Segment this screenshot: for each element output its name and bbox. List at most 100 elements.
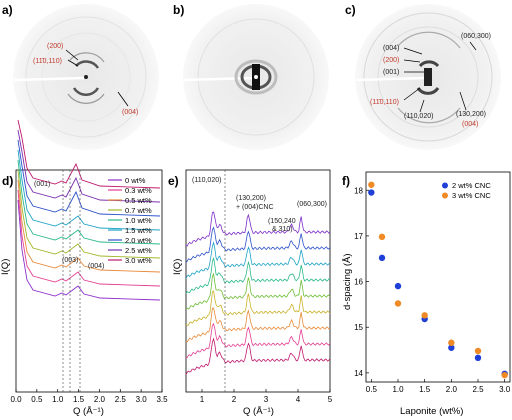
xtick-label-d: 3.0 (136, 395, 148, 404)
data-point (448, 339, 455, 346)
legend-label-d: 0 wt% (125, 176, 146, 185)
curve-e (185, 272, 331, 310)
label-130-200-c: (130,200) (456, 111, 486, 118)
legend-label-d: 0.5 wt% (125, 196, 152, 205)
legend-label-d: 0.7 wt% (125, 206, 152, 215)
ylabel-e: I(Q) (172, 259, 183, 275)
panel-a: a) (200) (11̄0,110) (004) (2, 3, 159, 150)
xlabel-d: Q (Å⁻¹) (73, 406, 104, 417)
panel-c-label: c) (345, 3, 356, 17)
panel-e-label: e) (168, 174, 179, 188)
label-110-020-c: (110,020) (404, 113, 433, 120)
curves-d (17, 119, 161, 301)
curve-e (185, 322, 331, 359)
points-f (368, 181, 508, 379)
xtick-label-f: 0.5 (366, 385, 378, 394)
data-point (368, 189, 375, 196)
xtick-label-f: 1.0 (392, 385, 404, 394)
plot-frame-d (15, 169, 163, 393)
curves-e (185, 211, 331, 375)
curve-e (185, 211, 331, 247)
panel-c: c) (004) (200) (001) (11̄0,110) (060,300… (345, 3, 501, 150)
xtick-label-f: 1.5 (419, 385, 431, 394)
data-point (448, 344, 455, 351)
data-point (474, 354, 482, 362)
xtick-label-d: 2.5 (115, 395, 127, 404)
xtick-label-d: 1.0 (52, 395, 64, 404)
plot-frame-f (365, 171, 511, 383)
panel-b: b) (173, 3, 329, 150)
ytick-label-f: 18 (354, 186, 363, 195)
label-004-c: (004) (383, 45, 399, 52)
panel-a-label: a) (2, 3, 13, 17)
xlabel-e: Q (Å⁻¹) (243, 406, 274, 417)
ann-060-e: (060,300) (297, 201, 327, 208)
ann-130-200-e: (130,200) (236, 195, 266, 202)
legend-label-f: 3 wt% CNC (452, 191, 491, 200)
legend-label-d: 0.3 wt% (125, 186, 152, 195)
ann-004-d: (004) (88, 263, 104, 270)
legend-label-d: 1.0 wt% (125, 216, 152, 225)
legend-marker-f (442, 192, 448, 199)
ytick-label-f: 14 (354, 369, 363, 378)
ticks-f: 0.5 1.0 1.5 2.0 2.5 3.0 14 15 16 17 18 (354, 186, 511, 394)
ytick-label-f: 15 (354, 323, 363, 332)
curve-d (17, 199, 161, 301)
curve-d (17, 169, 161, 259)
curve-d (17, 179, 161, 273)
curve-d (17, 129, 161, 203)
ylabel-f: d-spacing (Å) (342, 254, 353, 311)
xlabel-f: Laponite (wt%) (400, 406, 463, 417)
curve-d (17, 119, 161, 189)
xtick-label-e: 3 (264, 395, 269, 404)
ann-004cnc-e: + (004)CNC (236, 204, 274, 211)
legend-label-f: 2 wt% CNC (452, 181, 491, 190)
ann-310-e: & 310) (272, 226, 293, 233)
xticks-d: 0.0 0.5 1.0 1.5 2.0 2.5 3.0 3.5 (10, 389, 168, 404)
label-004-a: (004) (122, 109, 138, 116)
curve-d (17, 159, 161, 245)
ytick-label-f: 16 (354, 278, 363, 287)
plot-frame-e (185, 169, 331, 393)
data-point (394, 282, 402, 290)
xtick-label-d: 1.5 (73, 395, 85, 404)
xtick-label-e: 2 (232, 395, 237, 404)
curve-d (17, 139, 161, 217)
curve-e (185, 257, 331, 294)
ann-001-d: (001) (34, 181, 50, 188)
curve-e (185, 290, 331, 326)
label-200-c: (200) (383, 57, 399, 64)
data-point (378, 233, 386, 241)
panel-d: d) I(Q) Q (Å⁻¹) 0.0 0.5 1.0 1.5 2.0 2.5 3.0 3.5… (0, 119, 168, 417)
ann-003-d: (003) (62, 257, 78, 264)
curve-d (17, 189, 161, 287)
curve-e (185, 307, 331, 343)
panel-f: f) d-spacing (Å) Laponite (wt%) 0.5 1.0 1.… (342, 171, 511, 417)
legend-label-d: 2.5 wt% (125, 246, 152, 255)
xtick-label-d: 0.0 (10, 395, 22, 404)
ytick-label-f: 17 (354, 232, 363, 241)
xtick-label-d: 3.5 (156, 395, 168, 404)
ann-150-e: (150,240 (268, 218, 296, 225)
xtick-label-e: 1 (200, 395, 205, 404)
xtick-label-f: 2.5 (472, 385, 484, 394)
legend-label-d: 1.5 wt% (125, 226, 152, 235)
data-point (501, 371, 508, 379)
panel-f-label: f) (342, 174, 350, 188)
data-point (394, 300, 402, 307)
label-001-c: (001) (383, 69, 399, 76)
xticks-e: 1 2 3 4 5 (200, 389, 333, 404)
data-point (378, 254, 386, 262)
legend-label-d: 3.0 wt% (125, 256, 152, 265)
ylabel-d: I(Q) (0, 259, 11, 275)
legend-label-d: 2.0 wt% (125, 236, 152, 245)
panel-b-label: b) (173, 3, 184, 17)
panel-d-label: d) (2, 174, 13, 188)
label-060-c: (060,300) (461, 33, 491, 40)
xtick-label-d: 2.0 (94, 395, 106, 404)
data-point (474, 347, 482, 355)
label-200-a: (200) (47, 43, 63, 50)
xtick-label-e: 5 (328, 395, 333, 404)
